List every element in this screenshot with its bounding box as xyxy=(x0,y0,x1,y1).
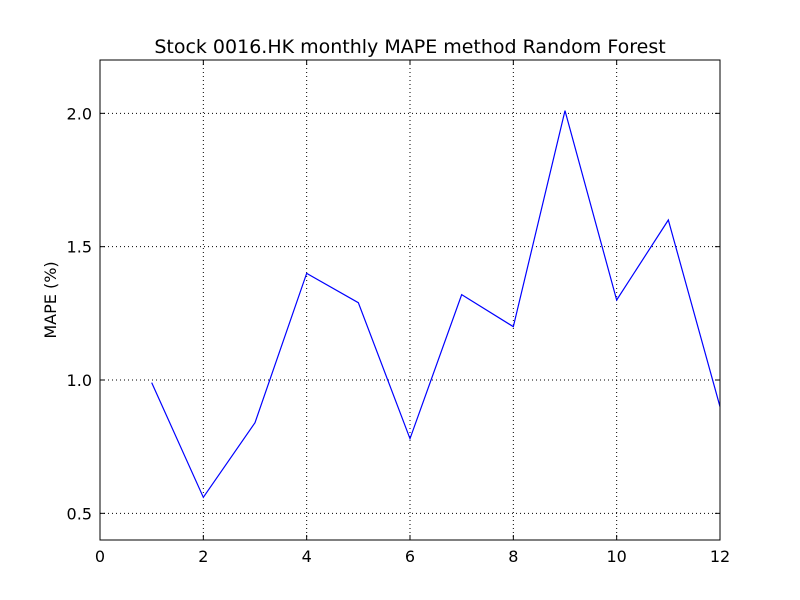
x-tick-label: 10 xyxy=(606,547,626,566)
series-layer xyxy=(151,110,721,499)
x-tick-label: 8 xyxy=(508,547,518,566)
y-tick-label: 2.0 xyxy=(67,104,92,123)
y-axis-label: MAPE (%) xyxy=(41,261,60,338)
axis-ticks: 0 2 4 6 8 10 12 0.5 1.0 1.5 2.0 xyxy=(67,60,730,566)
y-tick-label: 1.5 xyxy=(67,238,92,257)
x-tick-label: 6 xyxy=(405,547,415,566)
x-tick-label: 2 xyxy=(198,547,208,566)
y-tick-label: 1.0 xyxy=(67,371,92,390)
y-tick-label: 0.5 xyxy=(67,504,92,523)
x-tick-label: 12 xyxy=(710,547,730,566)
x-tick-label: 0 xyxy=(95,547,105,566)
chart-title: Stock 0016.HK monthly MAPE method Random… xyxy=(154,36,665,58)
series-line xyxy=(151,110,721,499)
x-tick-label: 4 xyxy=(302,547,312,566)
grid-lines xyxy=(100,60,720,540)
